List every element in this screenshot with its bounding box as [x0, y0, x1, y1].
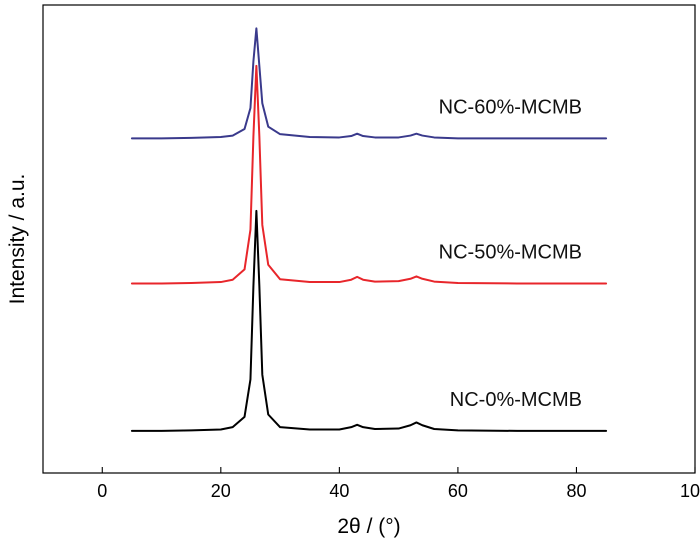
x-tick-label: 20	[211, 481, 231, 501]
series-label: NC-60%-MCMB	[439, 96, 582, 118]
series-line-nc-50-mcmb	[130, 64, 608, 285]
plot-frame	[42, 4, 696, 474]
series-label: NC-0%-MCMB	[450, 389, 582, 411]
series-labels-layer: NC-60%-MCMB NC-50%-MCMB NC-0%-MCMB	[439, 96, 582, 411]
x-tick-label: 100	[680, 481, 700, 501]
series-layer	[130, 27, 608, 432]
x-ticks-layer: 0 20 40 60 80 100	[97, 467, 700, 501]
x-tick-label: 80	[566, 481, 586, 501]
y-axis-title: Intensity / a.u.	[6, 174, 29, 305]
x-tick-label: 60	[448, 481, 468, 501]
x-tick-label: 40	[329, 481, 349, 501]
series-label: NC-50%-MCMB	[439, 241, 582, 263]
x-axis-title: 2θ / (°)	[337, 515, 400, 538]
x-tick-label: 0	[97, 481, 107, 501]
series-line-nc-0-mcmb	[130, 209, 608, 432]
series-line-nc-60-mcmb	[130, 27, 608, 140]
